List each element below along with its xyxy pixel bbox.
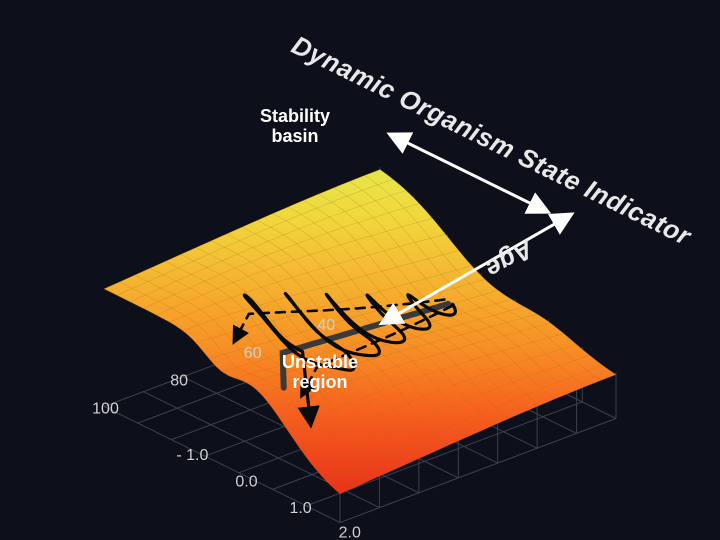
annot-stability-basin-l1: Stability xyxy=(260,106,330,126)
annot-stability-basin-l2: basin xyxy=(271,126,318,146)
surface-plot: Dynamic Organism State Indicator Age Sta… xyxy=(0,0,720,540)
age-tick-label: 100 xyxy=(92,400,119,417)
age-tick-label: 40 xyxy=(317,317,335,334)
chart-container: Dynamic Organism State Indicator Age Sta… xyxy=(0,0,720,540)
annot-unstable-region-l2: region xyxy=(292,372,347,392)
age-tick-label: 60 xyxy=(244,345,262,362)
dosi-tick-label: 2.0 xyxy=(339,524,361,540)
dosi-tick-label: 0.0 xyxy=(235,474,257,491)
annot-unstable-region-l1: Unstable xyxy=(282,352,358,372)
age-tick-label: 80 xyxy=(170,373,188,390)
dosi-tick-label: - 1.0 xyxy=(176,447,208,464)
age-axis-title: Age xyxy=(480,233,540,285)
dosi-tick-label: 1.0 xyxy=(289,500,311,517)
